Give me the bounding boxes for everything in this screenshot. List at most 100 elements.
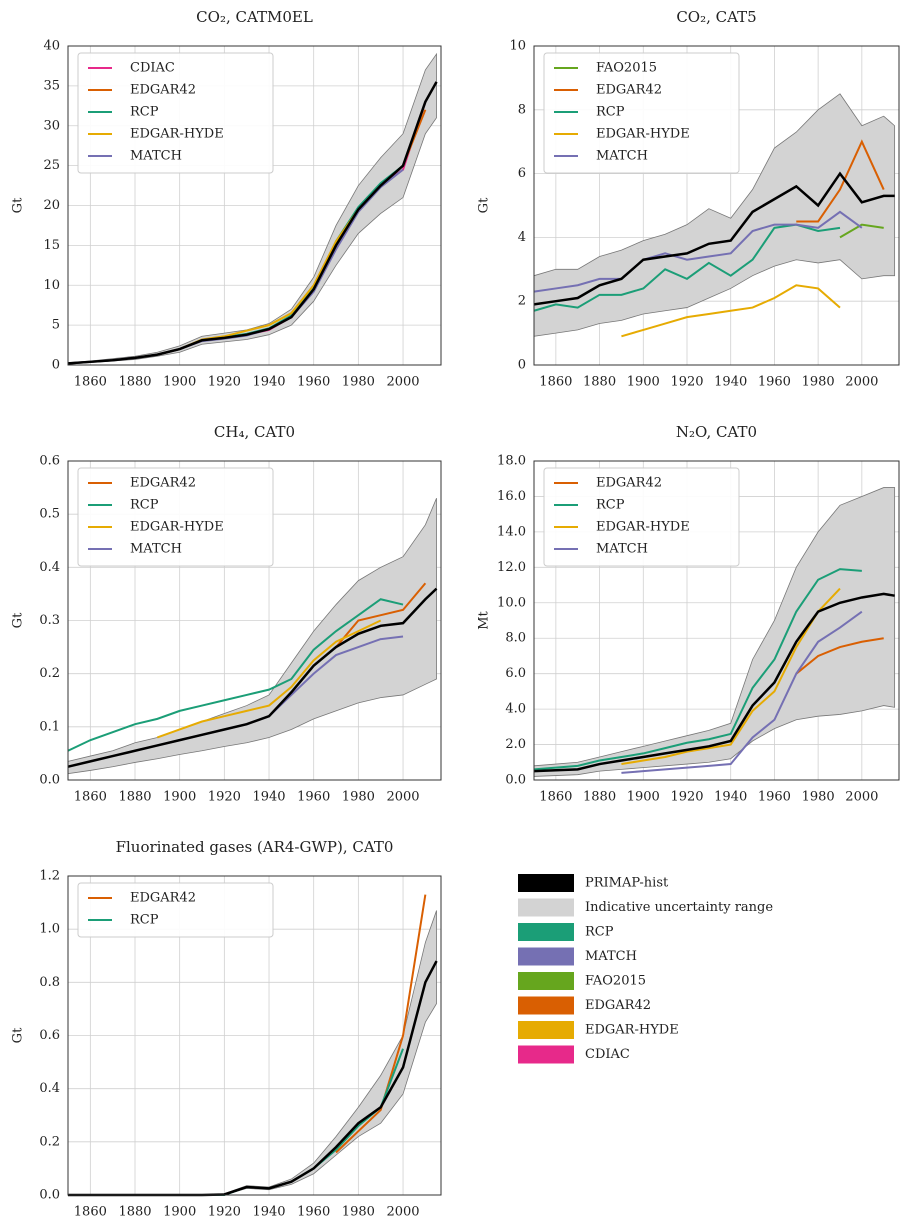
legend-label: EDGAR-HYDE bbox=[596, 520, 690, 535]
y-tick-label: 0 bbox=[52, 358, 60, 373]
x-tick-label: 1940 bbox=[252, 1205, 285, 1220]
legend-swatch bbox=[518, 874, 574, 892]
y-tick-label: 1.2 bbox=[39, 869, 60, 884]
legend-swatch bbox=[518, 1045, 574, 1064]
series-line bbox=[533, 210, 863, 293]
legend-label: CDIAC bbox=[585, 1047, 630, 1062]
uncertainty-band bbox=[533, 487, 896, 777]
y-tick-label: 0.4 bbox=[39, 560, 60, 575]
legend-label: RCP bbox=[596, 105, 625, 120]
series-line bbox=[335, 894, 427, 1154]
x-tick-label: 1920 bbox=[208, 375, 241, 390]
y-tick-label: 0.2 bbox=[39, 1134, 60, 1149]
y-tick-label: 0.2 bbox=[39, 666, 60, 681]
legend-label: EDGAR-HYDE bbox=[596, 127, 690, 142]
x-tick-label: 2000 bbox=[386, 790, 419, 805]
x-tick-label: 1960 bbox=[297, 375, 330, 390]
y-tick-label: 4.0 bbox=[505, 702, 526, 717]
legend-label: FAO2015 bbox=[596, 61, 657, 76]
y-tick-label: 0.1 bbox=[39, 719, 60, 734]
series-line bbox=[795, 637, 884, 675]
series-line bbox=[157, 619, 382, 739]
legend-label: MATCH bbox=[585, 949, 637, 964]
y-tick-label: 15 bbox=[43, 238, 60, 253]
y-axis-label: Gt bbox=[477, 197, 492, 213]
x-tick-label: 1880 bbox=[583, 790, 616, 805]
series-line bbox=[533, 568, 862, 771]
axes-frame bbox=[67, 875, 442, 1196]
y-tick-label: 10.0 bbox=[497, 595, 526, 610]
series-line bbox=[67, 598, 404, 752]
primap-line bbox=[533, 592, 895, 773]
x-tick-label: 1960 bbox=[758, 790, 791, 805]
axes-frame bbox=[533, 45, 900, 366]
y-tick-label: 14.0 bbox=[497, 524, 526, 539]
y-tick-label: 16.0 bbox=[497, 489, 526, 504]
legend-label: EDGAR42 bbox=[596, 476, 662, 491]
legend-label: RCP bbox=[130, 913, 159, 928]
legend-label: MATCH bbox=[130, 149, 182, 164]
legend-swatch bbox=[518, 947, 574, 966]
primap-line bbox=[533, 171, 895, 306]
axes-frame bbox=[67, 45, 442, 366]
legend-label: PRIMAP-hist bbox=[585, 876, 669, 891]
legend-label: EDGAR-HYDE bbox=[130, 127, 224, 142]
series-line bbox=[335, 582, 427, 648]
y-axis-label: Gt bbox=[11, 1027, 26, 1043]
x-tick-label: 1940 bbox=[714, 375, 747, 390]
legend-box bbox=[77, 882, 274, 938]
x-tick-label: 1960 bbox=[758, 375, 791, 390]
legend-label: EDGAR42 bbox=[130, 83, 196, 98]
y-axis-label: Gt bbox=[11, 197, 26, 213]
x-tick-label: 1860 bbox=[74, 790, 107, 805]
legend-label: MATCH bbox=[596, 149, 648, 164]
y-tick-label: 0.8 bbox=[39, 975, 60, 990]
axes-frame bbox=[533, 460, 900, 781]
legend-label: CDIAC bbox=[130, 61, 175, 76]
legend-box bbox=[77, 52, 274, 174]
legend-box bbox=[543, 52, 740, 174]
x-tick-label: 1980 bbox=[342, 790, 375, 805]
x-tick-label: 1980 bbox=[342, 1205, 375, 1220]
primap-line bbox=[67, 587, 438, 768]
x-tick-label: 1860 bbox=[74, 375, 107, 390]
y-tick-label: 0.0 bbox=[505, 773, 526, 788]
x-tick-label: 1920 bbox=[670, 790, 703, 805]
y-axis-label: Mt bbox=[477, 610, 492, 629]
y-tick-label: 25 bbox=[43, 158, 60, 173]
y-tick-label: 0.4 bbox=[39, 1081, 60, 1096]
chart-title: CO₂, CATM0EL bbox=[196, 8, 313, 26]
x-tick-label: 1880 bbox=[118, 375, 151, 390]
x-tick-label: 1860 bbox=[74, 1205, 107, 1220]
x-tick-label: 1880 bbox=[118, 790, 151, 805]
x-tick-label: 2000 bbox=[845, 790, 878, 805]
y-tick-label: 6.0 bbox=[505, 666, 526, 681]
x-tick-label: 1940 bbox=[714, 790, 747, 805]
y-tick-label: 0.3 bbox=[39, 613, 60, 628]
x-tick-label: 1860 bbox=[539, 790, 572, 805]
legend-label: FAO2015 bbox=[585, 974, 646, 989]
legend-swatch bbox=[518, 1021, 574, 1039]
y-tick-label: 6 bbox=[518, 166, 526, 181]
legend-label: MATCH bbox=[596, 542, 648, 557]
chart-title: CH₄, CAT0 bbox=[214, 423, 295, 441]
series-line bbox=[796, 139, 885, 223]
y-tick-label: 2.0 bbox=[505, 737, 526, 752]
y-tick-label: 0.5 bbox=[39, 507, 60, 522]
legend-label: RCP bbox=[130, 498, 159, 513]
y-axis-label: Gt bbox=[11, 612, 26, 628]
legend-label: MATCH bbox=[130, 542, 182, 557]
y-tick-label: 10 bbox=[43, 278, 60, 293]
legend-swatch bbox=[518, 972, 574, 990]
y-tick-label: 4 bbox=[518, 230, 526, 245]
x-tick-label: 1980 bbox=[802, 375, 835, 390]
y-tick-label: 1.0 bbox=[39, 922, 60, 937]
y-tick-label: 0.0 bbox=[39, 773, 60, 788]
legend-swatch bbox=[518, 923, 574, 941]
x-tick-label: 1860 bbox=[539, 375, 572, 390]
legend-label: EDGAR-HYDE bbox=[130, 520, 224, 535]
series-line bbox=[839, 223, 884, 239]
y-tick-label: 5 bbox=[52, 318, 60, 333]
y-tick-label: 12.0 bbox=[497, 560, 526, 575]
x-tick-label: 1900 bbox=[627, 790, 660, 805]
